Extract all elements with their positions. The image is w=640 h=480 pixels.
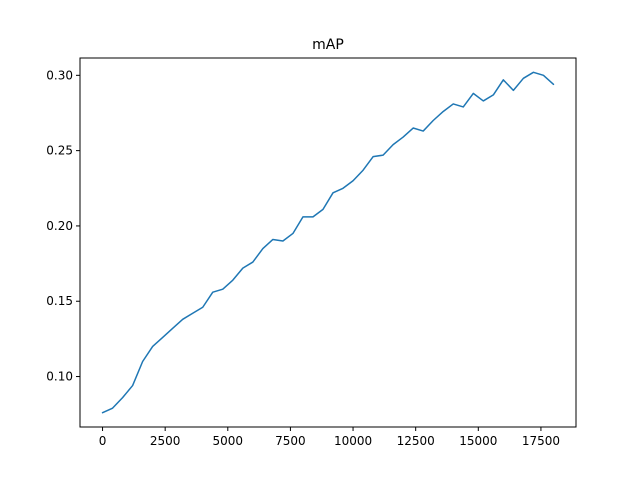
data-point [412, 127, 414, 129]
data-point [182, 319, 184, 321]
data-point [523, 78, 525, 80]
data-point [493, 94, 495, 96]
data-point [402, 136, 404, 138]
series-line-map [101, 71, 555, 414]
y-tick-label: 0.30 [46, 68, 73, 82]
data-point [102, 412, 104, 414]
x-tick-label: 0 [99, 434, 107, 448]
data-point [503, 79, 505, 81]
data-point [332, 192, 334, 194]
data-point [232, 279, 234, 281]
axes-frame [79, 57, 577, 428]
y-tick-label: 0.25 [46, 144, 73, 158]
data-point [222, 288, 224, 290]
data-point [262, 248, 264, 250]
data-point [312, 216, 314, 218]
data-point [122, 397, 124, 399]
data-point [282, 240, 284, 242]
data-point [432, 120, 434, 122]
data-point [162, 337, 164, 339]
data-point [142, 361, 144, 363]
x-tick-label: 5000 [213, 434, 244, 448]
chart-title: mAP [312, 37, 344, 53]
data-point [212, 291, 214, 293]
y-tick-label: 0.10 [46, 370, 73, 384]
data-point [452, 103, 454, 105]
data-point [372, 156, 374, 158]
data-point [362, 169, 364, 171]
data-point [442, 111, 444, 113]
y-tick-label: 0.15 [46, 294, 73, 308]
data-point [132, 385, 134, 387]
data-point [483, 100, 485, 102]
x-tick-label: 2500 [150, 434, 181, 448]
data-point [352, 180, 354, 182]
data-point [382, 154, 384, 156]
data-point [462, 106, 464, 108]
data-point [553, 84, 555, 86]
x-tick-label: 17500 [522, 434, 560, 448]
x-tick-label: 15000 [459, 434, 497, 448]
data-point [513, 90, 515, 92]
data-point [242, 267, 244, 269]
data-point [252, 261, 254, 263]
x-tick-label: 12500 [397, 434, 435, 448]
data-point [302, 216, 304, 218]
data-point [202, 306, 204, 308]
data-point [392, 144, 394, 146]
data-point [292, 233, 294, 235]
data-point [272, 239, 274, 241]
data-point [422, 130, 424, 132]
plot-area: 0 2500 5000 7500 10000 12500 15000 17500 0.10 0.1… [46, 68, 560, 448]
data-point [472, 93, 474, 95]
x-tick-label: 7500 [275, 434, 306, 448]
data-point [533, 72, 535, 74]
x-tick-label: 10000 [334, 434, 372, 448]
data-point [192, 312, 194, 314]
data-point [543, 75, 545, 77]
data-point [112, 407, 114, 409]
data-point [322, 209, 324, 211]
data-point [172, 328, 174, 330]
data-point [152, 346, 154, 348]
data-point [342, 187, 344, 189]
y-tick-label: 0.20 [46, 219, 73, 233]
